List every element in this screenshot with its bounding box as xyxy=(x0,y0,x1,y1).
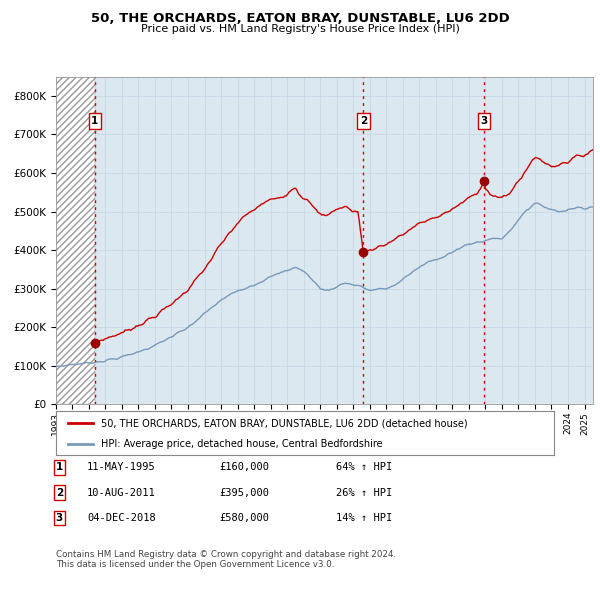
Text: £395,000: £395,000 xyxy=(219,488,269,497)
Text: 26% ↑ HPI: 26% ↑ HPI xyxy=(336,488,392,497)
Text: 2: 2 xyxy=(56,488,63,497)
Text: 10-AUG-2011: 10-AUG-2011 xyxy=(87,488,156,497)
Text: £580,000: £580,000 xyxy=(219,513,269,523)
Text: 50, THE ORCHARDS, EATON BRAY, DUNSTABLE, LU6 2DD (detached house): 50, THE ORCHARDS, EATON BRAY, DUNSTABLE,… xyxy=(101,418,467,428)
Text: HPI: Average price, detached house, Central Bedfordshire: HPI: Average price, detached house, Cent… xyxy=(101,438,382,448)
Text: 1: 1 xyxy=(56,463,63,472)
Text: 1: 1 xyxy=(91,116,98,126)
Text: 3: 3 xyxy=(481,116,488,126)
Text: 64% ↑ HPI: 64% ↑ HPI xyxy=(336,463,392,472)
Bar xyxy=(56,77,95,404)
Text: 3: 3 xyxy=(56,513,63,523)
Text: 04-DEC-2018: 04-DEC-2018 xyxy=(87,513,156,523)
Text: £160,000: £160,000 xyxy=(219,463,269,472)
Text: 50, THE ORCHARDS, EATON BRAY, DUNSTABLE, LU6 2DD: 50, THE ORCHARDS, EATON BRAY, DUNSTABLE,… xyxy=(91,12,509,25)
Text: Price paid vs. HM Land Registry's House Price Index (HPI): Price paid vs. HM Land Registry's House … xyxy=(140,24,460,34)
Text: 2: 2 xyxy=(359,116,367,126)
Text: 14% ↑ HPI: 14% ↑ HPI xyxy=(336,513,392,523)
Text: 11-MAY-1995: 11-MAY-1995 xyxy=(87,463,156,472)
Text: Contains HM Land Registry data © Crown copyright and database right 2024.
This d: Contains HM Land Registry data © Crown c… xyxy=(56,550,396,569)
